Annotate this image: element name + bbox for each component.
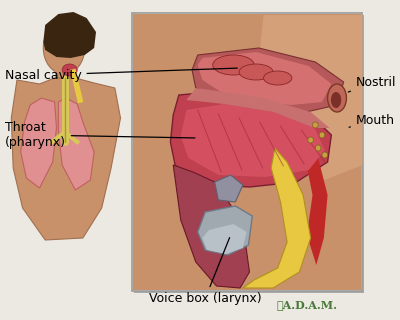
Ellipse shape	[264, 71, 292, 85]
Polygon shape	[58, 98, 94, 190]
Ellipse shape	[328, 84, 346, 112]
Ellipse shape	[62, 64, 77, 76]
Ellipse shape	[239, 64, 273, 80]
Circle shape	[315, 145, 321, 151]
Circle shape	[308, 137, 314, 143]
Ellipse shape	[331, 92, 341, 108]
Text: Voice box (larynx): Voice box (larynx)	[149, 237, 262, 305]
Polygon shape	[192, 48, 344, 112]
Text: Nostril: Nostril	[348, 76, 396, 92]
FancyBboxPatch shape	[0, 60, 130, 290]
Text: Nasal cavity: Nasal cavity	[5, 68, 237, 82]
Text: Throat
(pharynx): Throat (pharynx)	[5, 121, 195, 149]
Ellipse shape	[43, 22, 85, 74]
Text: ❖A.D.A.M.: ❖A.D.A.M.	[276, 299, 337, 310]
FancyBboxPatch shape	[54, 48, 75, 78]
Polygon shape	[243, 148, 311, 288]
Ellipse shape	[213, 55, 254, 75]
FancyBboxPatch shape	[133, 14, 362, 290]
Circle shape	[322, 152, 328, 158]
Circle shape	[319, 132, 325, 138]
Polygon shape	[11, 78, 120, 240]
Polygon shape	[294, 142, 328, 265]
Polygon shape	[202, 224, 247, 254]
Polygon shape	[21, 98, 56, 188]
FancyBboxPatch shape	[132, 13, 362, 291]
Circle shape	[312, 122, 318, 128]
Polygon shape	[186, 88, 330, 128]
Polygon shape	[181, 104, 325, 177]
Polygon shape	[198, 52, 331, 105]
Polygon shape	[259, 15, 362, 180]
Polygon shape	[43, 12, 96, 58]
Polygon shape	[198, 206, 252, 255]
FancyBboxPatch shape	[134, 15, 364, 293]
Polygon shape	[170, 92, 331, 187]
Text: Mouth: Mouth	[349, 114, 395, 127]
Polygon shape	[215, 175, 243, 202]
Polygon shape	[173, 165, 250, 288]
